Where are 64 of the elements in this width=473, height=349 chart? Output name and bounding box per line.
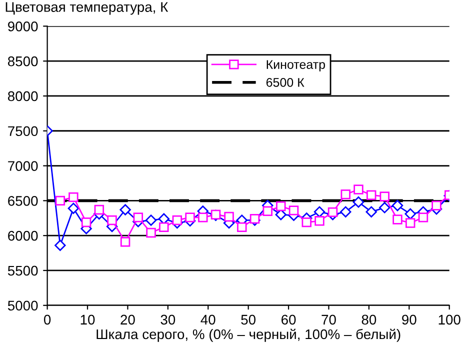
x-tick-label: 20 — [120, 314, 135, 325]
point — [94, 204, 104, 215]
point — [145, 214, 157, 226]
x-tick-label: 80 — [362, 314, 376, 325]
point — [250, 214, 260, 224]
x-tick-label: 0 — [44, 314, 51, 325]
legend-label: Кинотеатр — [266, 60, 326, 72]
point — [418, 212, 428, 222]
point — [340, 190, 350, 200]
point — [380, 192, 390, 202]
y-tick-label: 7500 — [8, 126, 38, 136]
point — [354, 184, 364, 194]
point — [314, 216, 324, 226]
point — [340, 206, 352, 218]
point — [392, 214, 402, 224]
point — [366, 190, 376, 200]
point — [404, 208, 416, 220]
point — [133, 212, 144, 222]
x-axis-title: Шкала серого, % (0% – черный, 100% – белый) — [96, 328, 400, 342]
point — [392, 200, 404, 212]
x-tick-label: 50 — [241, 314, 256, 325]
y-tick-label: 8000 — [8, 91, 38, 102]
y-tick-label: 9000 — [8, 22, 38, 32]
point — [276, 201, 286, 212]
point — [172, 215, 182, 226]
y-tick-label: 6000 — [8, 230, 38, 241]
x-tick-label: 30 — [160, 314, 176, 325]
y-tick-label: 5000 — [8, 300, 38, 311]
point — [68, 202, 80, 214]
point — [81, 217, 92, 228]
point — [107, 215, 117, 226]
point — [198, 212, 208, 222]
point — [379, 202, 390, 214]
y-axis-title: Цветовая температура, К — [6, 2, 168, 15]
point — [185, 212, 195, 222]
point — [68, 192, 78, 202]
point — [314, 206, 326, 218]
point — [262, 206, 272, 216]
point — [302, 217, 312, 228]
y-tick-label: 7000 — [8, 161, 38, 171]
point — [159, 222, 169, 232]
point — [146, 228, 156, 238]
y-tick-label: 6500 — [8, 196, 38, 206]
x-tick-label: 40 — [200, 314, 216, 325]
point — [366, 206, 377, 218]
point — [328, 207, 338, 218]
y-tick-label: 8500 — [8, 56, 38, 66]
point — [237, 222, 247, 232]
x-tick-label: 70 — [322, 314, 336, 325]
y-tick-label: 5500 — [8, 266, 38, 276]
point — [54, 240, 66, 251]
point — [224, 212, 234, 222]
point — [352, 196, 364, 208]
point — [120, 236, 130, 247]
x-tick-label: 60 — [282, 314, 296, 325]
point — [288, 206, 299, 216]
point — [432, 200, 442, 210]
point — [120, 204, 131, 216]
x-tick-label: 100 — [438, 314, 460, 325]
x-tick-label: 10 — [80, 314, 95, 325]
point — [55, 196, 66, 206]
legend-label: 6500 К — [266, 78, 304, 87]
x-tick-label: 90 — [402, 314, 416, 325]
point — [405, 218, 416, 228]
